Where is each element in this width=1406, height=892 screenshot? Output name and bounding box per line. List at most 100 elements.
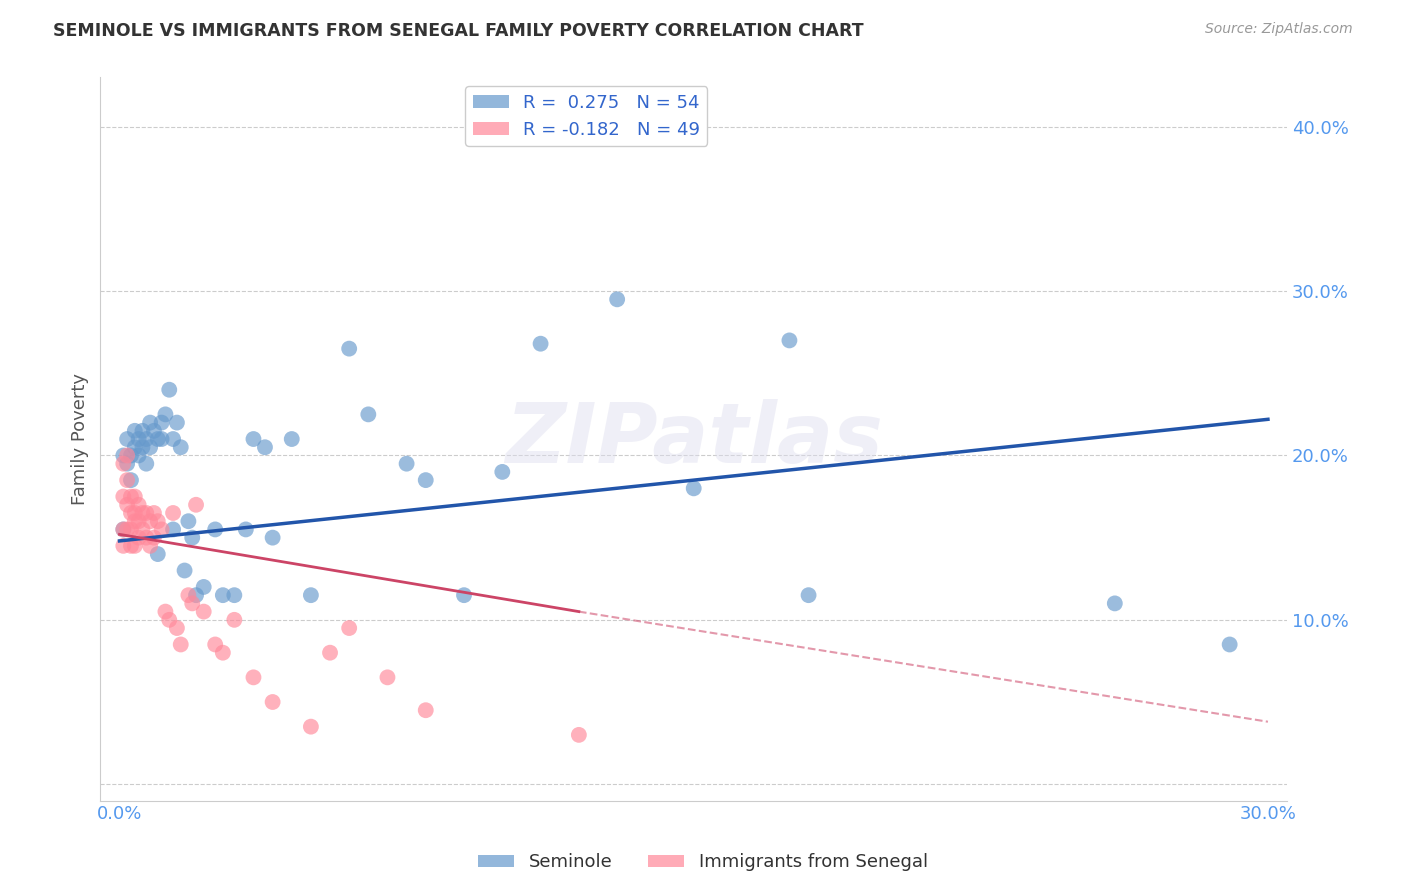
Point — [357, 408, 380, 422]
Point — [281, 432, 304, 446]
Point — [453, 588, 475, 602]
Point — [155, 408, 177, 422]
Point — [139, 539, 162, 553]
Point — [212, 588, 235, 602]
Point — [212, 646, 235, 660]
Point — [682, 481, 704, 495]
Point — [177, 588, 200, 602]
Point — [120, 506, 142, 520]
Point — [128, 531, 150, 545]
Point — [170, 440, 193, 454]
Point — [337, 621, 360, 635]
Point — [184, 498, 207, 512]
Point — [124, 514, 146, 528]
Point — [139, 514, 162, 528]
Point — [131, 424, 153, 438]
Point — [146, 514, 169, 528]
Point — [128, 449, 150, 463]
Point — [162, 523, 184, 537]
Point — [377, 670, 399, 684]
Point — [124, 539, 146, 553]
Point — [150, 416, 173, 430]
Point — [135, 531, 157, 545]
Point — [139, 440, 162, 454]
Point — [131, 523, 153, 537]
Point — [166, 416, 188, 430]
Point — [242, 670, 264, 684]
Text: SEMINOLE VS IMMIGRANTS FROM SENEGAL FAMILY POVERTY CORRELATION CHART: SEMINOLE VS IMMIGRANTS FROM SENEGAL FAMI… — [53, 22, 865, 40]
Point — [146, 432, 169, 446]
Point — [778, 334, 800, 348]
Point — [529, 336, 551, 351]
Point — [131, 506, 153, 520]
Point — [120, 523, 142, 537]
Point — [155, 605, 177, 619]
Point — [235, 523, 257, 537]
Point — [253, 440, 276, 454]
Point — [124, 506, 146, 520]
Point — [224, 613, 246, 627]
Point — [112, 539, 135, 553]
Point — [128, 432, 150, 446]
Point — [262, 531, 284, 545]
Point — [120, 490, 142, 504]
Point — [150, 523, 173, 537]
Point — [193, 580, 215, 594]
Point — [1219, 638, 1241, 652]
Point — [204, 523, 226, 537]
Point — [124, 440, 146, 454]
Text: Source: ZipAtlas.com: Source: ZipAtlas.com — [1205, 22, 1353, 37]
Point — [224, 588, 246, 602]
Point — [491, 465, 513, 479]
Point — [115, 449, 138, 463]
Point — [120, 539, 142, 553]
Point — [150, 432, 173, 446]
Point — [115, 523, 138, 537]
Point — [112, 523, 135, 537]
Point — [1104, 596, 1126, 610]
Point — [135, 432, 157, 446]
Point — [146, 547, 169, 561]
Point — [112, 490, 135, 504]
Point — [162, 432, 184, 446]
Y-axis label: Family Poverty: Family Poverty — [72, 373, 89, 505]
Point — [135, 506, 157, 520]
Point — [120, 449, 142, 463]
Point — [337, 342, 360, 356]
Legend: R =  0.275   N = 54, R = -0.182   N = 49: R = 0.275 N = 54, R = -0.182 N = 49 — [465, 87, 707, 146]
Point — [135, 457, 157, 471]
Point — [120, 473, 142, 487]
Text: ZIPatlas: ZIPatlas — [505, 399, 883, 480]
Point — [142, 424, 165, 438]
Point — [112, 449, 135, 463]
Point — [415, 473, 437, 487]
Point — [115, 473, 138, 487]
Point — [112, 523, 135, 537]
Point — [115, 432, 138, 446]
Point — [204, 638, 226, 652]
Point — [193, 605, 215, 619]
Point — [142, 506, 165, 520]
Point — [299, 588, 322, 602]
Point — [319, 646, 342, 660]
Point — [166, 621, 188, 635]
Point — [124, 424, 146, 438]
Point — [139, 416, 162, 430]
Point — [170, 638, 193, 652]
Point — [395, 457, 418, 471]
Point — [112, 457, 135, 471]
Point — [162, 506, 184, 520]
Point — [184, 588, 207, 602]
Point — [797, 588, 820, 602]
Point — [606, 293, 628, 307]
Point — [131, 440, 153, 454]
Point — [415, 703, 437, 717]
Point — [124, 490, 146, 504]
Legend: Seminole, Immigrants from Senegal: Seminole, Immigrants from Senegal — [471, 847, 935, 879]
Point — [262, 695, 284, 709]
Point — [115, 457, 138, 471]
Point — [128, 498, 150, 512]
Point — [157, 613, 180, 627]
Point — [128, 514, 150, 528]
Point — [142, 531, 165, 545]
